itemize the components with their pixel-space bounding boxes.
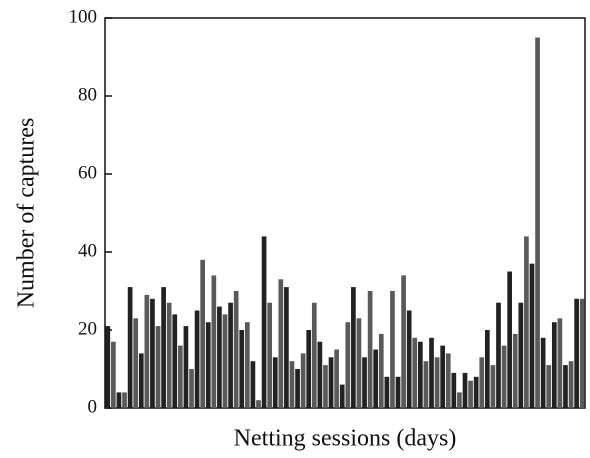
bar	[194, 310, 200, 408]
bar	[144, 294, 150, 408]
bar	[111, 341, 116, 408]
x-axis-label: Netting sessions (days)	[234, 426, 457, 452]
bar	[496, 302, 501, 408]
bar	[155, 326, 161, 408]
bar	[339, 384, 345, 408]
bar	[501, 345, 507, 408]
bar	[323, 365, 328, 408]
bar	[540, 337, 546, 408]
bar	[244, 322, 250, 408]
bar	[138, 353, 144, 408]
bar	[256, 400, 261, 408]
bar	[261, 236, 267, 408]
y-tick-label: 60	[78, 162, 97, 183]
bar	[512, 333, 518, 408]
bar	[468, 380, 473, 408]
bar	[172, 314, 178, 408]
bar	[401, 275, 406, 408]
bar	[418, 341, 423, 408]
bar	[484, 330, 490, 408]
bar	[367, 291, 373, 408]
bar	[462, 372, 468, 408]
bar	[479, 357, 485, 408]
y-tick-label: 100	[69, 6, 98, 27]
bar	[334, 349, 339, 408]
bar	[300, 353, 306, 408]
bar	[328, 357, 334, 408]
bar	[284, 287, 289, 408]
bar	[524, 236, 529, 408]
bar	[490, 365, 496, 408]
bar	[574, 298, 579, 408]
bar	[289, 361, 295, 408]
plot-frame	[104, 17, 586, 409]
bar	[267, 302, 272, 408]
bar	[222, 314, 228, 408]
bar	[311, 302, 317, 408]
bar	[457, 392, 462, 408]
bar	[239, 330, 245, 408]
bar	[228, 302, 233, 408]
bar	[150, 298, 155, 408]
bar	[579, 298, 585, 408]
bar	[250, 361, 256, 408]
bar	[373, 349, 379, 408]
bar	[390, 291, 395, 408]
bar	[306, 330, 312, 408]
y-tick-label: 80	[78, 84, 97, 105]
bar	[317, 341, 323, 408]
y-tick-label: 20	[78, 318, 97, 339]
bar	[546, 365, 552, 408]
bar	[535, 37, 540, 408]
bar	[356, 318, 362, 408]
bar	[551, 322, 557, 408]
bar	[161, 287, 166, 408]
bar	[518, 302, 524, 408]
bar	[200, 259, 206, 408]
bar	[412, 337, 418, 408]
bar	[362, 357, 367, 408]
bar	[272, 357, 278, 408]
bar	[122, 392, 127, 408]
bar	[378, 333, 384, 408]
bar	[423, 361, 429, 408]
bar	[451, 372, 457, 408]
bar	[233, 291, 239, 408]
bar	[557, 318, 563, 408]
bar	[351, 287, 356, 408]
bar	[178, 345, 183, 408]
y-tick-label: 0	[88, 396, 98, 417]
bar	[105, 326, 111, 408]
bar	[473, 376, 479, 408]
bar	[434, 357, 440, 408]
bar	[384, 376, 390, 408]
bar	[189, 369, 194, 408]
bar	[395, 376, 401, 408]
bar	[568, 361, 574, 408]
bar	[211, 275, 217, 408]
y-axis-label: Number of captures	[14, 118, 40, 309]
bar	[429, 337, 434, 408]
bar	[278, 279, 284, 408]
bar	[445, 353, 451, 408]
bar	[116, 392, 122, 408]
bar	[217, 306, 222, 408]
bar	[166, 302, 172, 408]
bar	[529, 263, 535, 408]
bar	[127, 287, 133, 408]
bar	[507, 271, 512, 408]
bar	[345, 322, 351, 408]
bar	[133, 318, 139, 408]
y-tick-label: 40	[78, 240, 97, 261]
bar	[295, 369, 300, 408]
bar	[183, 326, 189, 408]
bar	[406, 310, 412, 408]
bar	[205, 322, 211, 408]
bar	[440, 345, 446, 408]
bar	[563, 365, 568, 408]
